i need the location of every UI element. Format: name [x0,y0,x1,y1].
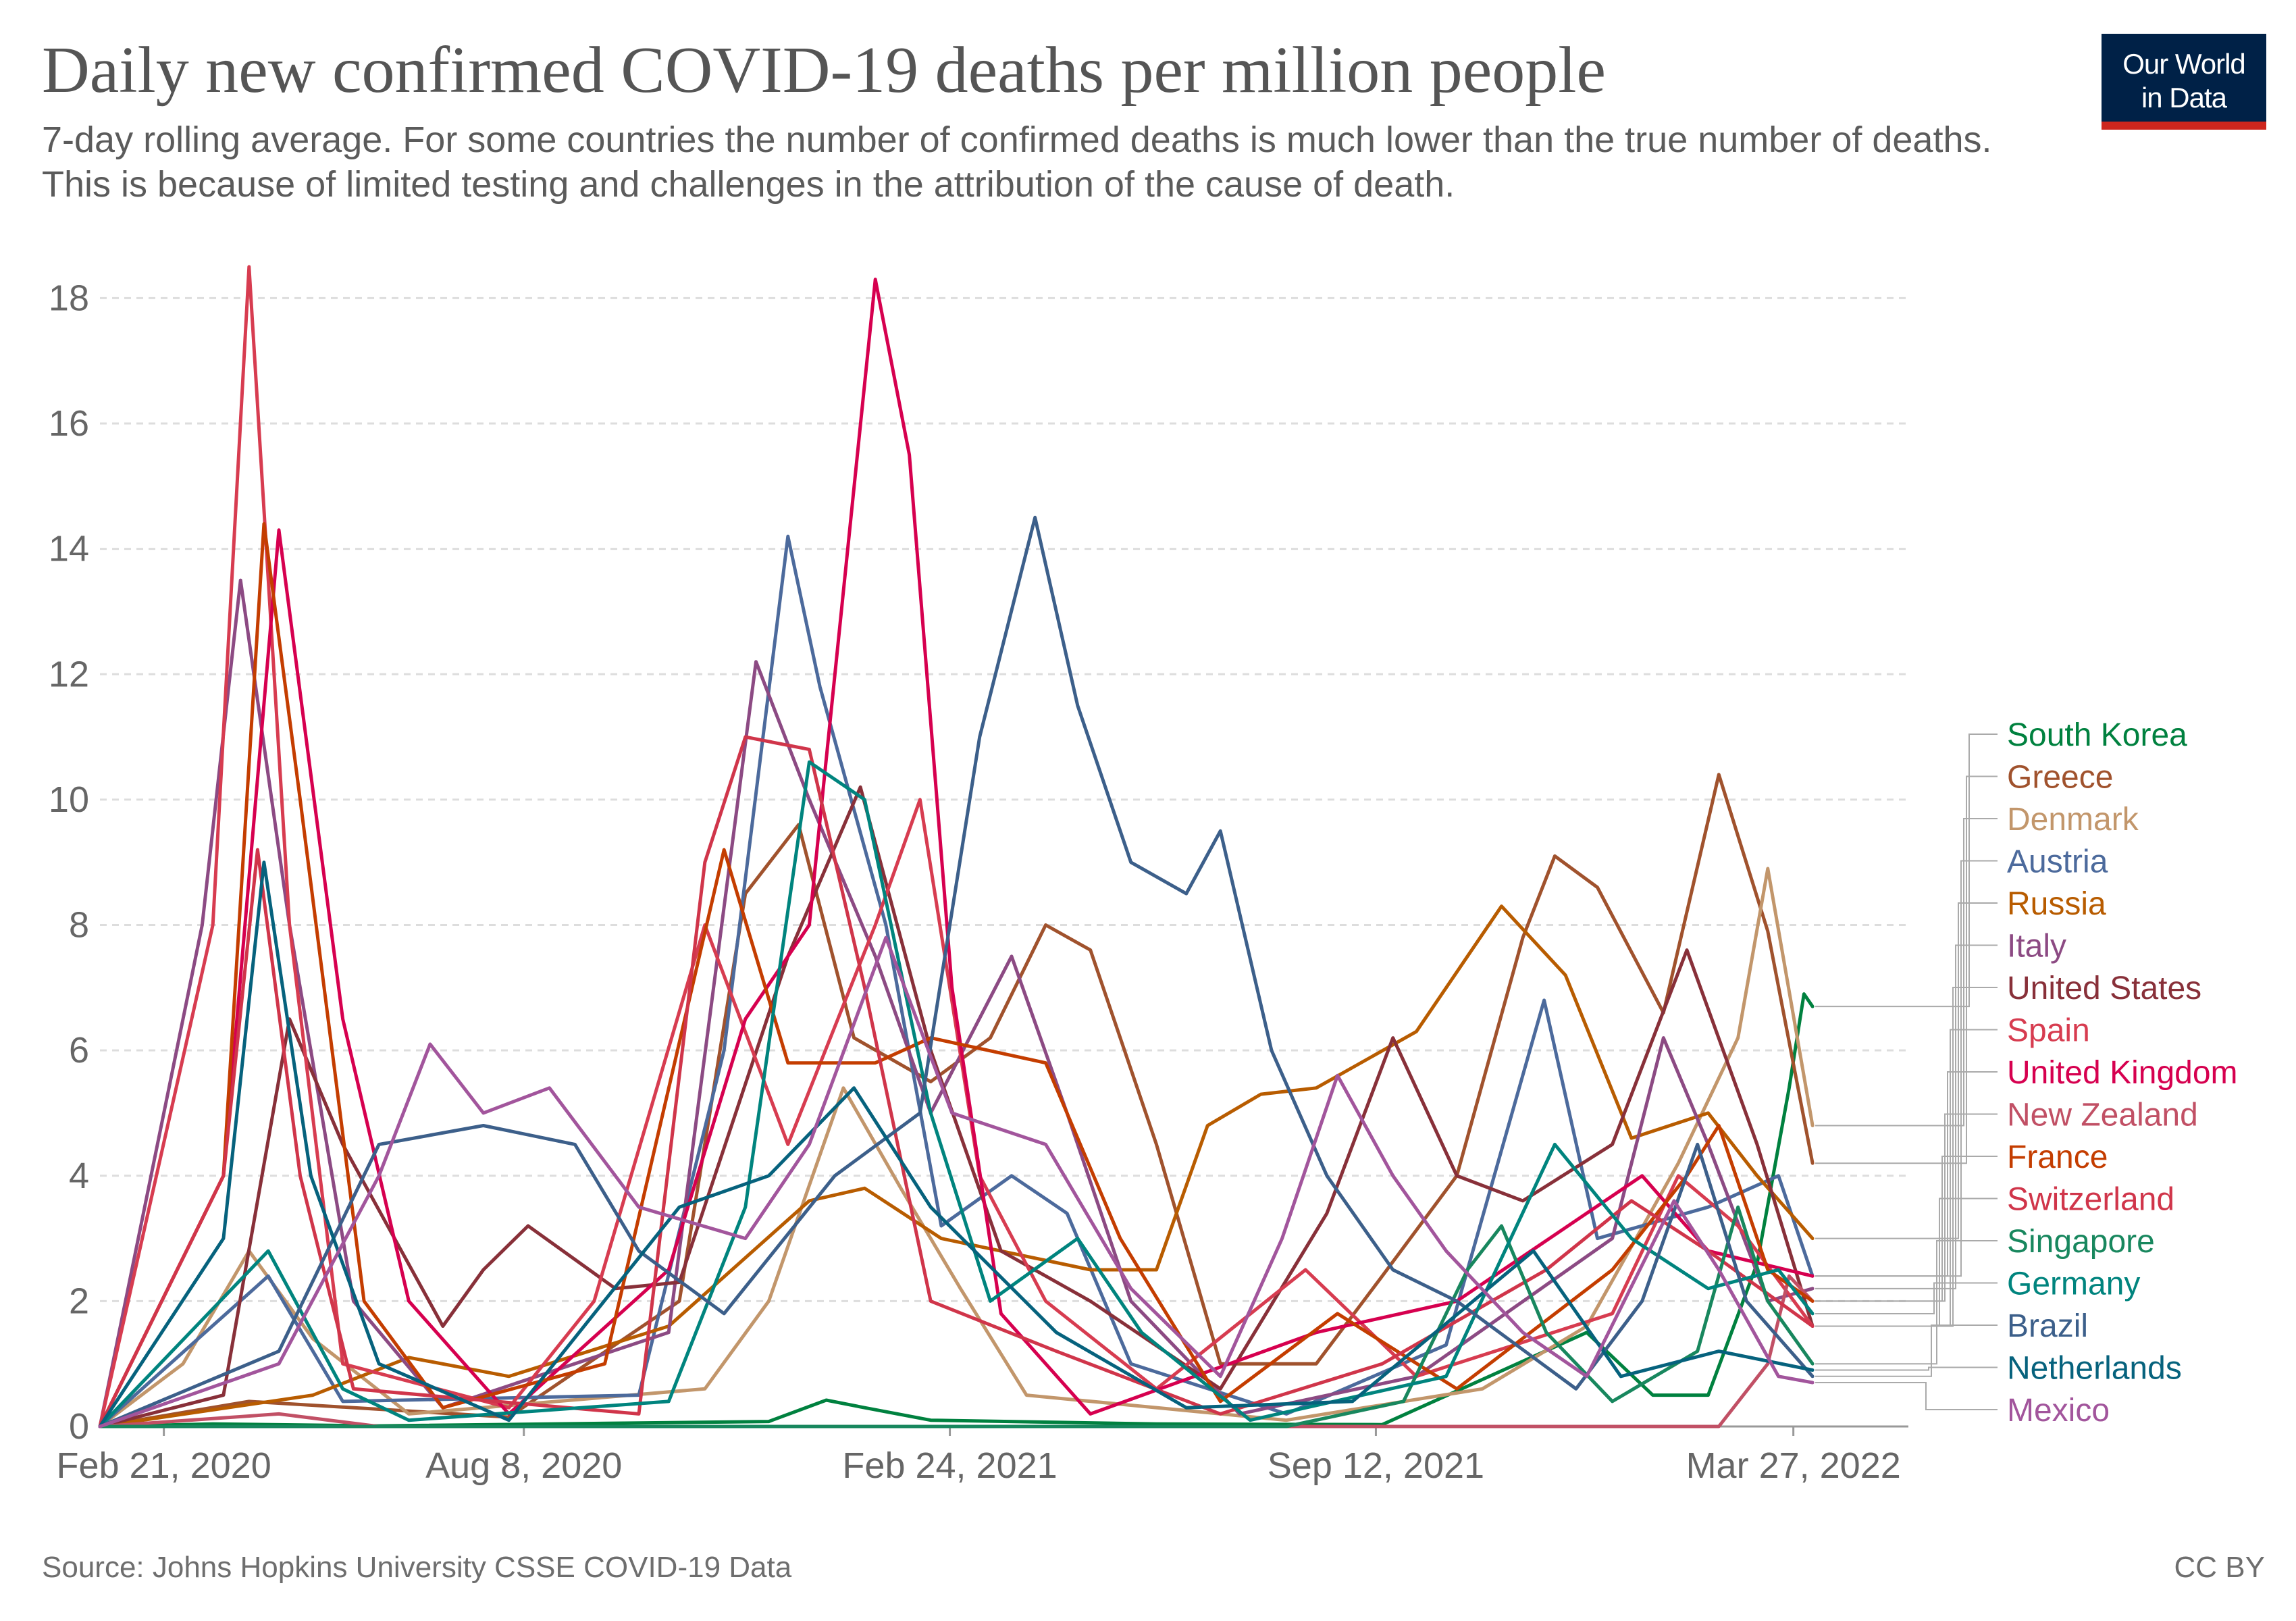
legend-connector [1815,1029,1998,1327]
y-tick-label: 4 [69,1156,89,1196]
legend-label[interactable]: Brazil [2007,1308,2088,1344]
series-line[interactable] [98,773,1815,1429]
logo-line-2: in Data [2141,82,2227,113]
legend-connector [1815,1198,1998,1327]
series-line[interactable] [98,1205,1815,1429]
y-tick-label: 18 [49,278,89,318]
source-note: Source: Johns Hopkins University CSSE CO… [42,1551,792,1584]
legend-connector [1815,1282,1998,1314]
y-axis-ticks: 0 2 4 6 8 10 12 14 16 18 [49,278,89,1447]
legend-connector [1815,1156,1998,1302]
x-axis: Feb 21, 2020 Aug 8, 2020 Feb 24, 2021 Sep 1… [56,1425,1908,1486]
series-line[interactable] [98,522,1815,1429]
series-line[interactable] [98,904,1815,1429]
legend: South Korea Greece Denmark Austria Russia Ita… [1815,717,2238,1429]
x-tick-label: Sep 12, 2021 [1268,1445,1484,1486]
legend-label[interactable]: South Korea [2007,717,2187,753]
x-tick-label: Mar 27, 2022 [1686,1445,1901,1486]
legend-label[interactable]: Singapore [2007,1224,2155,1260]
legend-label[interactable]: Greece [2007,760,2113,796]
series-line[interactable] [98,992,1815,1429]
series-line[interactable] [98,534,1815,1429]
series-lines [98,265,1815,1429]
legend-label[interactable]: Mexico [2007,1393,2110,1429]
legend-connector [1815,944,1998,1289]
y-tick-label: 14 [49,529,89,569]
legend-label[interactable]: Netherlands [2007,1351,2182,1387]
legend-connector [1815,902,1998,1239]
legend-connector [1815,1324,1998,1377]
y-tick-label: 12 [49,654,89,694]
legend-connector [1815,1366,1998,1371]
series-line[interactable] [98,867,1815,1429]
owid-logo[interactable]: Our World in Data [2102,34,2266,130]
y-tick-label: 0 [69,1406,89,1447]
y-tick-label: 10 [49,779,89,820]
grid-lines [100,297,1908,1302]
legend-connector [1815,860,1998,1277]
legend-connector [1815,775,1998,1164]
legend-label[interactable]: United Kingdom [2007,1055,2238,1091]
legend-label[interactable]: United States [2007,971,2201,1006]
legend-label[interactable]: Denmark [2007,802,2139,838]
x-tick-label: Feb 24, 2021 [842,1445,1057,1486]
y-tick-label: 16 [49,403,89,444]
chart-title: Daily new confirmed COVID-19 deaths per … [42,34,1607,107]
legend-label[interactable]: Italy [2007,929,2066,964]
legend-label[interactable]: Germany [2007,1266,2140,1302]
series-line[interactable] [98,265,1815,1429]
series-line[interactable] [98,935,1815,1429]
chart-subtitle: 7-day rolling average. For some countrie… [42,120,1992,205]
legend-connector [1815,1240,1998,1365]
y-tick-label: 8 [69,905,89,946]
x-tick-label: Feb 21, 2020 [56,1445,271,1486]
legend-connector [1815,1382,1998,1410]
logo-line-1: Our World [2122,48,2246,80]
legend-label[interactable]: Russia [2007,886,2106,922]
legend-connector [1815,734,1998,1008]
legend-connector [1815,818,1998,1127]
legend-label[interactable]: Austria [2007,844,2108,880]
series-line[interactable] [98,515,1815,1429]
x-tick-label: Aug 8, 2020 [425,1445,622,1486]
y-tick-label: 2 [69,1281,89,1321]
series-line[interactable] [98,735,1815,1429]
legend-label[interactable]: Switzerland [2007,1182,2174,1218]
legend-label[interactable]: France [2007,1139,2108,1175]
legend-label[interactable]: New Zealand [2007,1098,2198,1133]
series-line[interactable] [98,1274,1815,1429]
legend-connector [1815,1071,1998,1277]
legend-label[interactable]: Spain [2007,1013,2090,1049]
series-line[interactable] [98,760,1815,1429]
legend-connector [1815,1113,1998,1302]
license-link[interactable]: CC BY [2174,1551,2265,1584]
series-line[interactable] [98,860,1815,1429]
y-tick-label: 6 [69,1030,89,1071]
